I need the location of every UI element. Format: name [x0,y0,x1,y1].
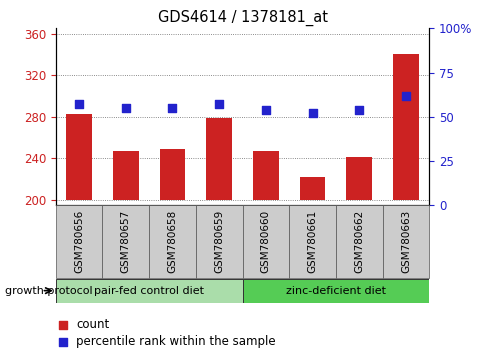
Bar [66,114,92,200]
Bar [149,205,196,278]
Point [308,110,316,116]
Bar [335,205,382,278]
Bar [299,177,325,200]
Bar [113,151,138,200]
Bar [242,205,288,278]
Bar [253,151,278,200]
Text: pair-fed control diet: pair-fed control diet [94,286,204,296]
Text: percentile rank within the sample: percentile rank within the sample [76,335,275,348]
Text: GSM780656: GSM780656 [74,210,84,273]
Bar [288,205,335,278]
Text: GSM780663: GSM780663 [400,210,410,273]
Bar [56,205,102,278]
Point [401,93,409,98]
Text: GSM780662: GSM780662 [353,210,363,273]
Text: GSM780659: GSM780659 [214,210,224,273]
Title: GDS4614 / 1378181_at: GDS4614 / 1378181_at [157,9,327,25]
Text: GSM780658: GSM780658 [167,210,177,273]
Bar [196,205,242,278]
Text: count: count [76,319,109,331]
Text: zinc-deficient diet: zinc-deficient diet [285,286,385,296]
Point [121,105,129,111]
Point [261,107,269,113]
Bar [56,279,242,303]
Bar [159,149,185,200]
Bar [102,205,149,278]
Bar [242,279,428,303]
Point [59,339,67,344]
Bar [346,158,371,200]
Text: GSM780657: GSM780657 [121,210,131,273]
Bar [206,118,231,200]
Text: GSM780661: GSM780661 [307,210,317,273]
Point [59,322,67,328]
Bar [392,55,418,200]
Text: growth protocol: growth protocol [5,286,92,296]
Bar [382,205,428,278]
Point [75,102,83,107]
Point [168,105,176,111]
Point [355,107,363,113]
Point [215,102,223,107]
Text: GSM780660: GSM780660 [260,210,270,273]
